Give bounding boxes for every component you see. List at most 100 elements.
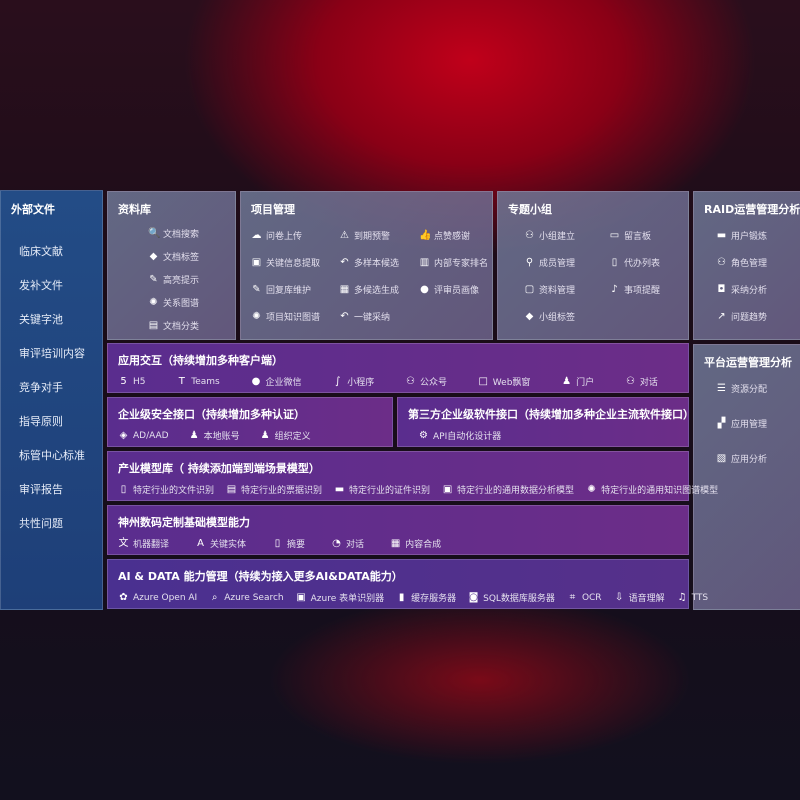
item-project[interactable]: ✎ 回复库维护 [251,283,339,296]
item-platform[interactable]: ☰ 资源分配 [716,382,792,395]
item-label: 企业微信 [265,378,302,388]
item-aidata[interactable]: ♫ TTS [677,591,709,604]
item-library[interactable]: ◆ 文档标签 [148,250,225,263]
item-project[interactable]: ☁ 问卷上传 [251,229,339,242]
item-app[interactable]: □ Web飘窗 [478,375,531,388]
sidebar-item[interactable]: 关键字池 [19,313,63,326]
group-panel: 专题小组 ⚇ 小组建立 ▭ 留言板 ⚲ 成员管理 ▯ 代办列表 ▢ 资料管理 ♪ 事项提醒 ◆ 小组标签 [497,191,689,340]
sidebar-item[interactable]: 审评培训内容 [19,347,85,360]
item-industry[interactable]: ▤ 特定行业的票据识别 [226,483,322,496]
item-label: 资源分配 [731,385,768,395]
item-security[interactable]: ♟ 本地账号 [189,429,240,442]
item-project[interactable]: ✺ 项目知识图谱 [251,310,339,323]
item-label: 特定行业的通用知识图谱模型 [601,486,719,496]
clipboard-icon: ▯ [611,257,618,268]
item-industry[interactable]: ▬ 特定行业的证件识别 [334,483,430,496]
item-label: 采纳分析 [731,286,768,296]
item-industry[interactable]: ✺ 特定行业的通用知识图谱模型 [586,483,718,496]
item-group[interactable]: ▯ 代办列表 [609,256,689,269]
item-industry[interactable]: ▯ 特定行业的文件识别 [118,483,214,496]
item-label: Azure 表单识别器 [310,594,385,604]
sidebar-item[interactable]: 标管中心标准 [19,449,85,462]
html5-icon: 5 [120,376,127,387]
item-platform[interactable]: ▞ 应用管理 [716,417,792,430]
item-project[interactable]: ↶ 多样本候选 [339,256,419,269]
item-industry[interactable]: ▣ 特定行业的通用数据分析模型 [442,483,574,496]
search-icon: ⌕ [211,592,218,603]
item-app[interactable]: ⚇ 公众号 [405,375,447,388]
sidebar-item[interactable]: 共性问题 [19,517,63,530]
item-aidata[interactable]: ◙ SQL数据库服务器 [468,591,555,604]
item-label: 关键信息提取 [266,259,321,269]
item-aidata[interactable]: ⌗ OCR [567,591,602,604]
item-label: 多样本候选 [354,259,400,269]
document-search-icon: 🔍 [148,228,161,239]
item-aidata[interactable]: ▣ Azure 表单识别器 [296,591,385,604]
item-project[interactable]: ● 评审员画像 [419,283,499,296]
item-project[interactable]: 👍 点赞感谢 [419,229,499,242]
file-icon: ▯ [120,484,127,495]
item-raid[interactable]: ↗ 问题趋势 [716,310,792,323]
item-security[interactable]: ♟ 组织定义 [260,429,311,442]
item-label: 用户锻炼 [731,232,768,242]
item-aidata[interactable]: ✿ Azure Open AI [118,591,197,604]
sidebar-item[interactable]: 竞争对手 [19,381,63,394]
item-app[interactable]: ∫ 小程序 [332,375,374,388]
panel-title: 第三方企业级软件接口（持续增加多种企业主流软件接口） [408,408,694,421]
item-group[interactable]: ⚇ 小组建立 [524,229,609,242]
item-project[interactable]: ▣ 关键信息提取 [251,256,339,269]
item-raid[interactable]: ⚇ 角色管理 [716,256,792,269]
item-security[interactable]: ◈ AD/AAD [118,429,169,442]
item-base[interactable]: ◔ 对话 [331,537,364,550]
item-aidata[interactable]: ⇩ 语音理解 [614,591,665,604]
item-raid[interactable]: ◘ 采纳分析 [716,283,792,296]
item-library[interactable]: ▤ 文档分类 [148,319,225,332]
sidebar-item[interactable]: 审评报告 [19,483,63,496]
panel-title: 资料库 [118,203,151,216]
item-library[interactable]: ✎ 高亮提示 [148,273,225,286]
sidebar-item[interactable]: 临床文献 [19,245,63,258]
item-project[interactable]: ▥ 内部专家排名 [419,256,499,269]
item-library[interactable]: 🔍 文档搜索 [148,227,225,240]
item-thirdparty[interactable]: ⚙ API自动化设计器 [418,429,501,442]
item-platform[interactable]: ▧ 应用分析 [716,452,792,465]
ocr-icon: ⌗ [569,592,576,603]
apps-icon: ▞ [717,418,726,429]
item-project[interactable]: ↶ 一键采纳 [339,310,419,323]
raid-panel: RAID运营管理分析 ▬ 用户锻炼 ⚇ 角色管理 ◘ 采纳分析 ↗ 问题趋势 [693,191,800,340]
item-aidata[interactable]: ⌕ Azure Search [209,591,284,604]
item-aidata[interactable]: ▮ 缓存服务器 [396,591,456,604]
item-project[interactable]: ▦ 多候选生成 [339,283,419,296]
item-base[interactable]: 文机器翻译 [118,537,170,550]
item-group[interactable]: ▢ 资料管理 [524,283,609,296]
item-group[interactable]: ⚲ 成员管理 [524,256,609,269]
item-app[interactable]: 5 H5 [118,375,145,388]
item-label: 点赞感谢 [434,232,471,242]
item-app[interactable]: ♟ 门户 [561,375,594,388]
item-base[interactable]: A 关键实体 [195,537,246,550]
item-label: TTS [691,592,709,603]
project-panel: 项目管理 ☁ 问卷上传 ⚠ 到期预警 👍 点赞感谢 ▣ 关键信息提取 ↶ 多样本候选 ▥ 内部专家排名… [240,191,493,340]
item-group[interactable]: ▭ 留言板 [609,229,689,242]
item-base[interactable]: ▦ 内容合成 [390,537,441,550]
item-base[interactable]: ▯ 摘要 [272,537,305,550]
sidebar-item[interactable]: 指导原则 [19,415,63,428]
translate-icon: 文 [118,538,129,549]
item-library[interactable]: ✺ 关系图谱 [148,296,225,309]
item-project[interactable]: ⚠ 到期预警 [339,229,419,242]
item-app[interactable]: ● 企业微信 [250,375,302,388]
item-group[interactable]: ♪ 事项提醒 [609,283,689,296]
openai-icon: ✿ [119,592,128,603]
sidebar-item[interactable]: 发补文件 [19,279,63,292]
ranking-icon: ▥ [419,257,430,268]
item-app[interactable]: ⚇ 对话 [625,375,658,388]
item-label: AD/AAD [133,430,169,441]
item-label: 内部专家排名 [434,259,489,269]
item-group[interactable]: ◆ 小组标签 [524,310,609,323]
puzzle-icon: ▦ [339,284,350,295]
item-raid[interactable]: ▬ 用户锻炼 [716,229,792,242]
item-app[interactable]: T Teams [176,375,220,388]
item-label: 特定行业的文件识别 [133,486,215,496]
item-label: 对话 [639,378,658,388]
item-label: Teams [191,376,220,387]
